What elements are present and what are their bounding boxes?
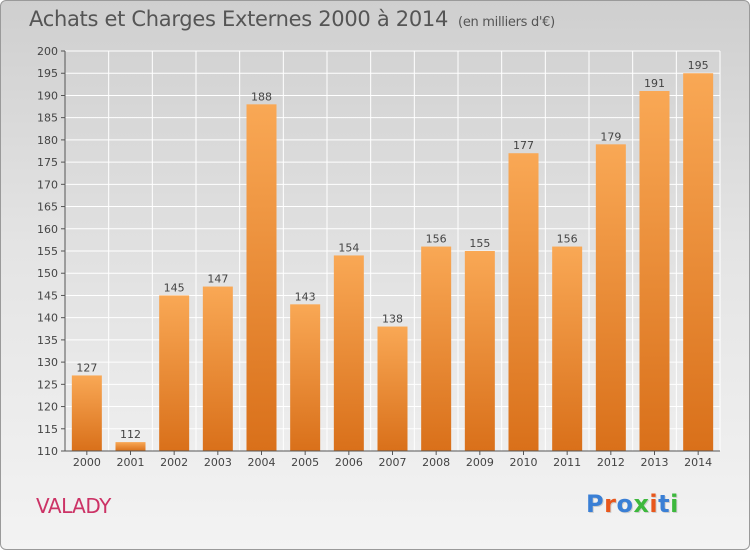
value-label: 191 — [644, 77, 665, 90]
x-tick-label: 2002 — [160, 456, 188, 469]
chart-title-text: Achats et Charges Externes 2000 à 2014 — [29, 7, 449, 31]
bar-2014 — [683, 73, 714, 451]
y-tick-label: 190 — [37, 89, 58, 102]
y-tick-label: 120 — [37, 401, 58, 414]
value-label: 147 — [207, 273, 228, 286]
commune-name: VALADY — [36, 494, 111, 518]
value-label: 127 — [76, 361, 97, 374]
value-label: 156 — [426, 233, 447, 246]
bar-2011 — [552, 246, 583, 451]
y-tick-label: 175 — [37, 156, 58, 169]
y-tick-label: 195 — [37, 67, 58, 80]
logo-letter: o — [616, 490, 634, 518]
chart-unit: (en milliers d'€) — [458, 15, 555, 30]
bar-2000 — [71, 375, 102, 451]
x-tick-label: 2005 — [291, 456, 319, 469]
bar-2004 — [246, 104, 277, 451]
x-tick-label: 2006 — [335, 456, 363, 469]
y-tick-label: 170 — [37, 178, 58, 191]
value-label: 188 — [251, 90, 272, 103]
bar-2012 — [595, 144, 626, 452]
x-tick-label: 2014 — [684, 456, 712, 469]
value-label: 145 — [164, 281, 185, 294]
proxiti-logo: Proxiti — [586, 490, 679, 518]
logo-letter: i — [649, 490, 659, 518]
x-tick-label: 2000 — [73, 456, 101, 469]
x-tick-label: 2013 — [641, 456, 669, 469]
value-label: 112 — [120, 428, 141, 441]
bar-2003 — [202, 286, 233, 451]
bar-2001 — [115, 442, 146, 451]
x-tick-label: 2009 — [466, 456, 494, 469]
bar-2006 — [333, 255, 364, 451]
value-label: 154 — [338, 241, 359, 254]
bar-2002 — [159, 295, 190, 451]
logo-letter: i — [670, 490, 679, 518]
chart-title: Achats et Charges Externes 2000 à 2014 (e… — [29, 7, 555, 31]
x-tick-label: 2012 — [597, 456, 625, 469]
x-tick-label: 2003 — [204, 456, 232, 469]
y-tick-label: 110 — [37, 445, 58, 458]
value-label: 195 — [688, 59, 709, 72]
y-tick-label: 140 — [37, 312, 58, 325]
x-tick-label: 2010 — [510, 456, 538, 469]
y-tick-label: 115 — [37, 423, 58, 436]
bar-2010 — [508, 153, 539, 451]
logo-letter: P — [586, 490, 605, 518]
value-label: 143 — [295, 290, 316, 303]
x-tick-label: 2007 — [379, 456, 407, 469]
y-tick-label: 130 — [37, 356, 58, 369]
y-tick-label: 200 — [37, 45, 58, 58]
y-tick-label: 160 — [37, 223, 58, 236]
value-label: 156 — [557, 233, 578, 246]
y-tick-label: 185 — [37, 112, 58, 125]
x-tick-label: 2004 — [248, 456, 276, 469]
value-label: 177 — [513, 139, 534, 152]
y-tick-label: 150 — [37, 267, 58, 280]
value-label: 179 — [600, 130, 621, 143]
logo-letter: x — [633, 490, 650, 518]
x-tick-label: 2001 — [117, 456, 145, 469]
y-tick-label: 125 — [37, 378, 58, 391]
bar-2013 — [639, 91, 670, 451]
bar-2007 — [377, 326, 408, 451]
bar-2005 — [290, 304, 321, 451]
y-tick-label: 180 — [37, 134, 58, 147]
y-tick-label: 155 — [37, 245, 58, 258]
y-tick-label: 165 — [37, 201, 58, 214]
logo-letter: t — [658, 490, 671, 518]
x-tick-label: 2011 — [553, 456, 581, 469]
value-label: 138 — [382, 313, 403, 326]
y-tick-label: 135 — [37, 334, 58, 347]
y-tick-label: 145 — [37, 289, 58, 302]
logo-letter: r — [604, 490, 617, 518]
value-label: 155 — [469, 237, 490, 250]
bar-2009 — [464, 251, 495, 451]
x-tick-label: 2008 — [422, 456, 450, 469]
bar-2008 — [421, 246, 452, 451]
